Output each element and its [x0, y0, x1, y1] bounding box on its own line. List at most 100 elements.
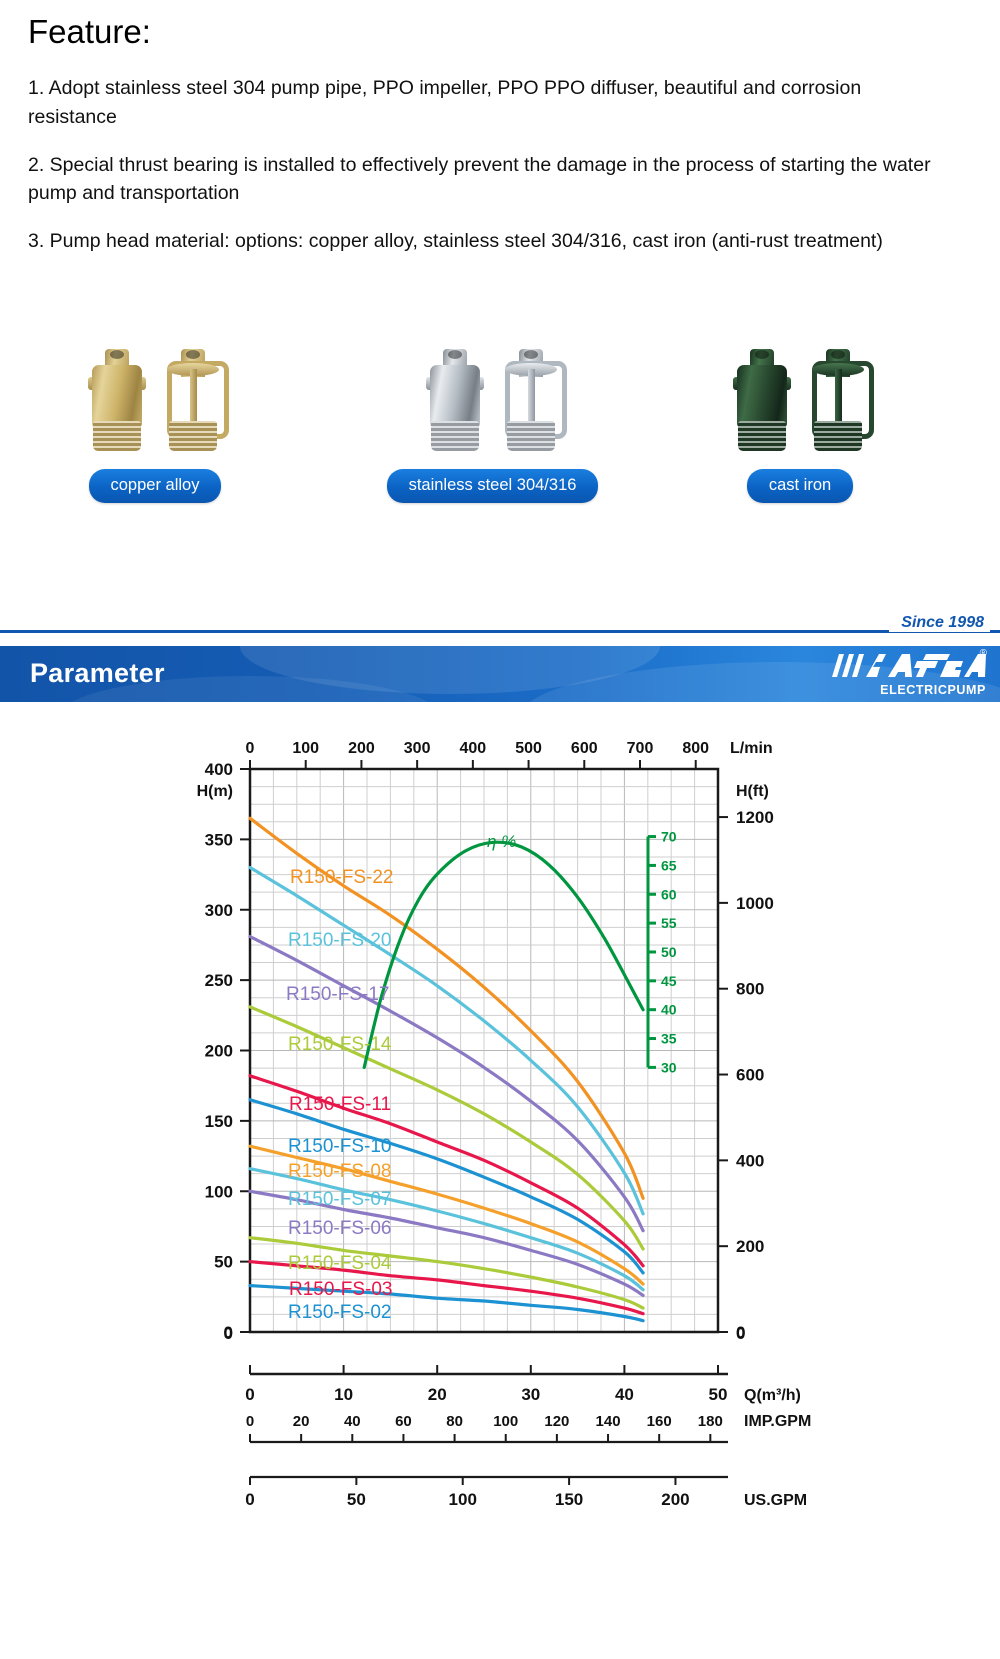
- tick-label-hm: 100: [205, 1182, 233, 1201]
- curve-label: R150-FS-20: [288, 930, 392, 951]
- tick-label-usgpm: 50: [347, 1490, 366, 1509]
- tick-label-hm: 350: [205, 830, 233, 849]
- since-divider: Since 1998: [0, 614, 1000, 642]
- axis-label-q: Q(m³/h): [744, 1387, 801, 1404]
- pump-curve: [248, 1236, 645, 1310]
- registered-trademark-icon: ®: [979, 648, 987, 659]
- tick-label-hm: 200: [205, 1042, 233, 1061]
- mastra-wordmark-icon: ®: [830, 648, 987, 678]
- curve-label: R150-FS-04: [288, 1253, 392, 1274]
- efficiency-curve: [362, 840, 645, 1069]
- material-label-stainless-steel: stainless steel 304/316: [386, 469, 599, 503]
- curve-label: R150-FS-11: [289, 1094, 391, 1115]
- axis-label-lmin: L/min: [730, 740, 773, 757]
- curve-label: R150-FS-08: [288, 1161, 392, 1182]
- feature-item-2: 2. Special thrust bearing is installed t…: [28, 153, 931, 205]
- tick-label-efficiency: 45: [661, 973, 677, 989]
- pump-curve: [248, 1005, 645, 1251]
- axis-label-usgpm: US.GPM: [744, 1492, 807, 1509]
- curve-label: R150-FS-03: [289, 1279, 393, 1300]
- pump-curve: [248, 1167, 645, 1292]
- material-group-stainless-steel: stainless steel 304/316: [350, 345, 635, 503]
- curve-label: R150-FS-06: [288, 1218, 392, 1239]
- brand-tagline: ELECTRICPUMP: [880, 683, 986, 697]
- curve-label: R150-FS-02: [288, 1302, 392, 1323]
- tick-label-efficiency: 65: [661, 857, 677, 873]
- efficiency-axis-label: η %: [487, 832, 516, 851]
- tick-label-impgpm: 140: [596, 1413, 621, 1430]
- pump-curve: [248, 865, 645, 1216]
- feature-title: Feature:: [28, 13, 151, 50]
- axis-label-hft: H(ft): [736, 783, 769, 800]
- tick-label-efficiency: 70: [661, 829, 677, 845]
- tick-label-impgpm: 120: [544, 1413, 569, 1430]
- pump-head-solid-icon: [731, 347, 793, 455]
- curve-label: R150-FS-10: [288, 1136, 392, 1157]
- tick-label-impgpm: 180: [698, 1413, 723, 1430]
- pump-head-solid-icon: [86, 347, 148, 455]
- tick-label-impgpm: 100: [493, 1413, 518, 1430]
- cast-iron-images: [700, 345, 900, 455]
- tick-label-q: 30: [521, 1385, 540, 1404]
- tick-label-lmin: 700: [627, 740, 654, 757]
- tick-label-q: 20: [428, 1385, 447, 1404]
- tick-label-efficiency: 55: [661, 915, 677, 931]
- tick-label-usgpm: 150: [555, 1490, 583, 1509]
- since-label: Since 1998: [889, 614, 990, 632]
- tick-label-impgpm: 40: [344, 1413, 361, 1430]
- tick-label-lmin: 200: [348, 740, 375, 757]
- tick-label-hm: 250: [205, 971, 233, 990]
- tick-label-hft: 0: [736, 1323, 745, 1342]
- tick-label-hft: 600: [736, 1066, 764, 1085]
- tick-label-hft: 400: [736, 1151, 764, 1170]
- tick-label-hm: 0: [224, 1323, 233, 1342]
- tick-label-lmin: 0: [246, 740, 255, 757]
- tick-label-efficiency: 35: [661, 1031, 677, 1047]
- pump-head-cage-icon: [162, 347, 229, 455]
- tick-label-q: 10: [334, 1385, 353, 1404]
- tick-label-hft: 200: [736, 1237, 764, 1256]
- tick-label-hft: 800: [736, 980, 764, 999]
- pump-curve: [248, 1284, 645, 1323]
- tick-label-usgpm: 200: [661, 1490, 689, 1509]
- pump-curve: [248, 1098, 645, 1275]
- pump-head-cage-icon: [807, 347, 874, 455]
- material-group-copper-alloy: copper alloy: [40, 345, 270, 503]
- feature-section: Feature: 1. Adopt stainless steel 304 pu…: [28, 13, 948, 276]
- tick-label-q: 40: [615, 1385, 634, 1404]
- pump-performance-chart: 0 100 200 300 400 500 600 700 800 L/min 0 50 100 150 2…: [0, 712, 1000, 1612]
- curve-label: R150-FS-14: [288, 1034, 392, 1055]
- material-label-copper-alloy: copper alloy: [88, 469, 222, 503]
- tick-label-q: 50: [709, 1385, 728, 1404]
- tick-label-impgpm: 60: [395, 1413, 412, 1430]
- tick-label-lmin: 400: [460, 740, 487, 757]
- pump-head-solid-icon: [424, 347, 486, 455]
- stainless-steel-images: [350, 345, 635, 455]
- material-group-cast-iron: cast iron: [700, 345, 900, 503]
- section-title-parameter: Parameter: [30, 658, 165, 688]
- feature-item-3: 3. Pump head material: options: copper a…: [28, 230, 883, 253]
- curve-label: R150-FS-22: [290, 867, 394, 888]
- material-gallery: copper alloy stainless steel 304/316: [0, 345, 1000, 525]
- parameter-header-bar: Parameter: [0, 646, 1000, 702]
- pump-head-cage-icon: [500, 347, 567, 455]
- tick-label-impgpm: 160: [647, 1413, 672, 1430]
- brand-logo: ® ELECTRICPUMP: [830, 648, 987, 697]
- tick-label-efficiency: 40: [661, 1002, 677, 1018]
- tick-label-hft: 0: [736, 1324, 745, 1343]
- pump-curve: [248, 1260, 645, 1316]
- curve-label: R150-FS-17: [286, 984, 390, 1005]
- tick-label-usgpm: 100: [449, 1490, 477, 1509]
- pump-curve: [248, 816, 645, 1200]
- material-label-cast-iron: cast iron: [746, 469, 854, 503]
- tick-label-efficiency: 30: [661, 1059, 677, 1075]
- tick-label-impgpm: 20: [293, 1413, 310, 1430]
- pump-curve: [248, 934, 645, 1233]
- tick-label-hm: 300: [205, 901, 233, 920]
- feature-item-1: 1. Adopt stainless steel 304 pump pipe, …: [28, 77, 862, 128]
- tick-label-lmin: 100: [292, 740, 319, 757]
- curve-label: R150-FS-07: [288, 1189, 392, 1210]
- axis-label-hm: H(m): [197, 783, 233, 800]
- tick-label-impgpm: 80: [446, 1413, 463, 1430]
